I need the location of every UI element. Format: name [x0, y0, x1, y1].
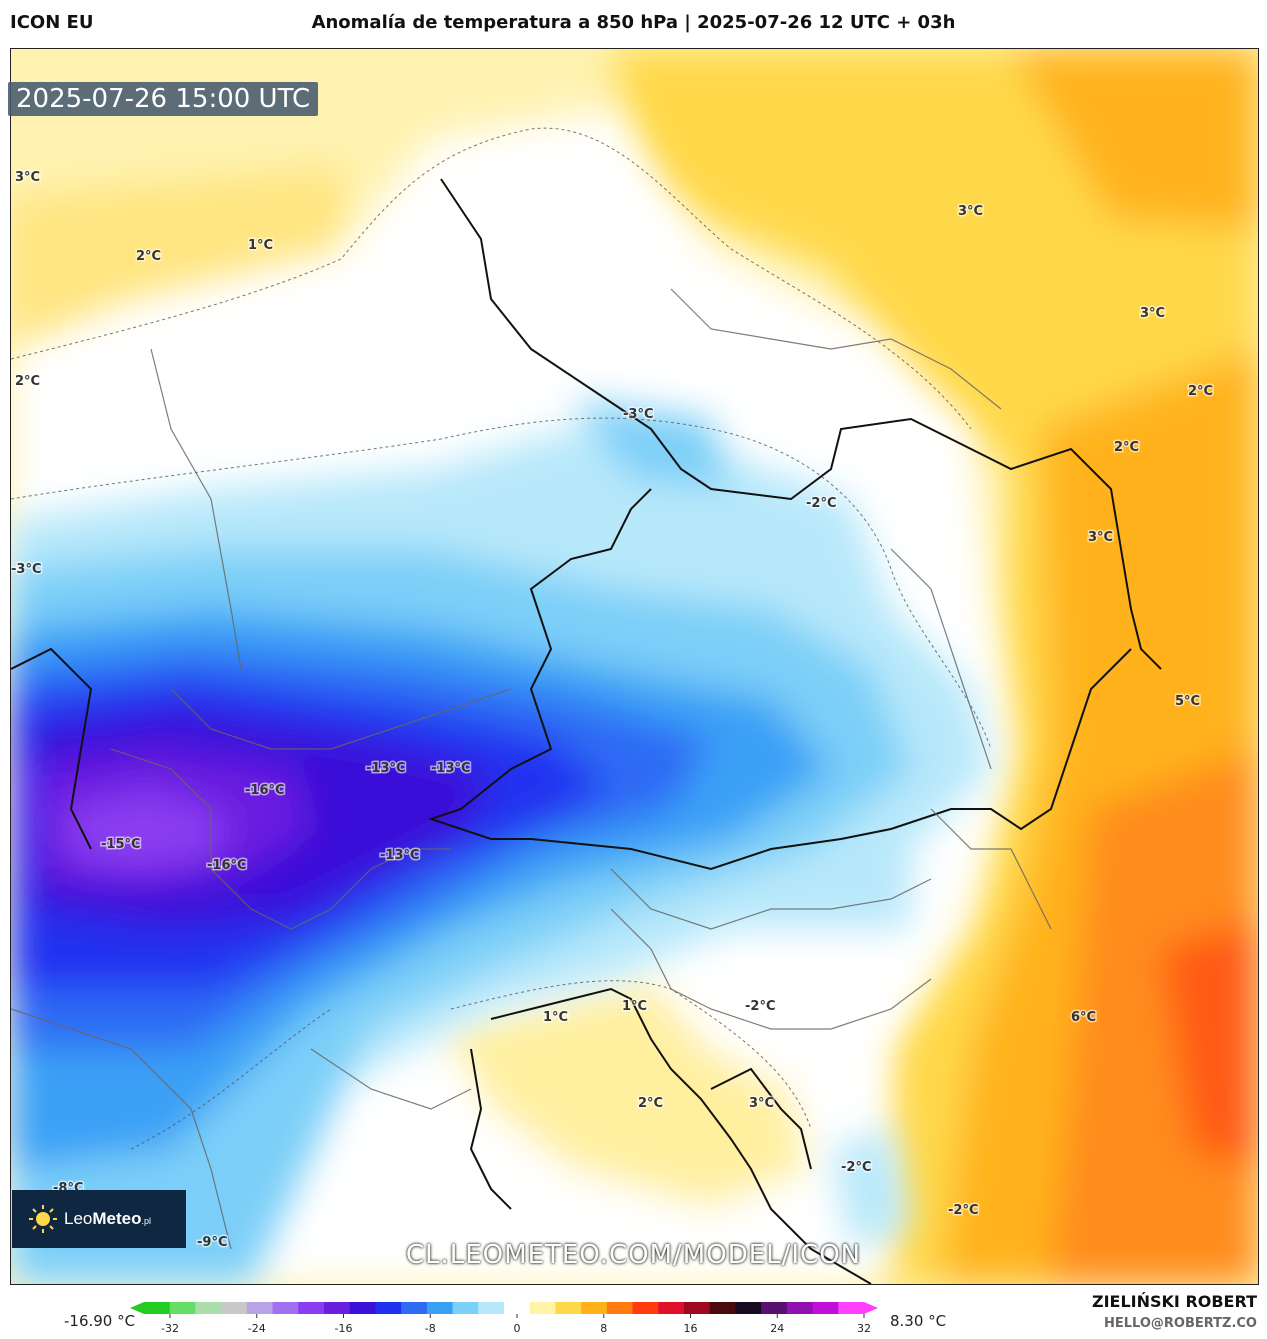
- isotherm-label: -2°C: [841, 1160, 871, 1175]
- isotherm-label: 2°C: [136, 249, 161, 264]
- colorbar-segment: [426, 1302, 454, 1314]
- colorbar-min-extension: [130, 1302, 144, 1314]
- isotherm-label: -16°C: [245, 783, 285, 798]
- isotherm-label: -3°C: [11, 562, 41, 577]
- isotherm-label: 2°C: [15, 374, 40, 389]
- colorbar-segment: [478, 1302, 505, 1314]
- map-canvas: 3°C 2°C 1°C 2°C 3°C 3°C 2°C 2°C -3°C -2°C 3°C -3°C 5…: [11, 49, 1258, 1284]
- colorbar-segment: [658, 1302, 685, 1314]
- isotherm-label: -16°C: [207, 858, 247, 873]
- colorbar-tick-label: 0: [514, 1322, 521, 1335]
- colorbar-segment: [838, 1302, 865, 1314]
- colorbar-segment: [246, 1302, 274, 1314]
- legend-min-value: -16.90 °C: [64, 1312, 136, 1330]
- colorbar-segment: [349, 1302, 376, 1314]
- isotherm-label: 2°C: [638, 1096, 663, 1111]
- colorbar-segment: [632, 1302, 659, 1314]
- colorbar-segment: [555, 1302, 582, 1314]
- isotherm-label: 1°C: [543, 1010, 568, 1025]
- colorbar-segment: [195, 1302, 222, 1314]
- colorbar-segment: [504, 1302, 531, 1314]
- isotherm-label: 5°C: [1175, 694, 1200, 709]
- colorbar-tick-label: 16: [684, 1322, 698, 1335]
- temperature-anomaly-map[interactable]: 3°C 2°C 1°C 2°C 3°C 3°C 2°C 2°C -3°C -2°C 3°C -3°C 5…: [10, 48, 1259, 1285]
- colorbar-tick-label: -32: [161, 1322, 179, 1335]
- isotherm-label: -9°C: [197, 1235, 227, 1250]
- isotherm-label: -13°C: [380, 848, 420, 863]
- cold-anomaly-field: [11, 399, 991, 1284]
- colorbar-segment: [735, 1302, 762, 1314]
- isotherm-label: -2°C: [806, 496, 836, 511]
- colorbar-segment: [221, 1302, 248, 1314]
- colorbar-segment: [684, 1302, 711, 1314]
- colorbar-segment: [452, 1302, 479, 1314]
- colorbar-tick-label: -16: [335, 1322, 353, 1335]
- isotherm-label: 6°C: [1071, 1010, 1096, 1025]
- country-borders: [11, 178, 1162, 1284]
- isotherm-label: 3°C: [958, 204, 983, 219]
- colorbar-segment: [761, 1302, 788, 1314]
- isotherm-label: 2°C: [1188, 384, 1213, 399]
- leometeo-logo[interactable]: LeoMeteo.pl: [12, 1190, 186, 1248]
- colorbar-tick-label: 32: [857, 1322, 871, 1335]
- colorbar-segment: [606, 1302, 634, 1314]
- source-watermark: CL.LEOMETEO.COM/MODEL/ICON: [405, 1240, 862, 1270]
- colorbar-segment: [581, 1302, 608, 1314]
- isotherm-label: -13°C: [431, 761, 471, 776]
- isotherm-label: 3°C: [749, 1096, 774, 1111]
- isotherm-label: -2°C: [948, 1203, 978, 1218]
- colorbar: -32 -24 -16 -8 0 8 16 24 32: [130, 1302, 878, 1335]
- colorbar-segment: [709, 1302, 736, 1314]
- colorbar-tick-label: -8: [425, 1322, 436, 1335]
- map-title: Anomalía de temperatura a 850 hPa | 2025…: [311, 12, 956, 33]
- valid-time-badge: 2025-07-26 15:00 UTC: [8, 82, 319, 116]
- colorbar-segment: [401, 1302, 428, 1314]
- colorbar-segment: [144, 1302, 171, 1314]
- isotherm-label: 3°C: [15, 170, 40, 185]
- author-name: ZIELIŃSKI ROBERT: [1091, 1292, 1257, 1311]
- region-borders: [11, 288, 1052, 1250]
- colorbar-tick-label: 8: [600, 1322, 607, 1335]
- isotherm-label: -15°C: [101, 837, 141, 852]
- colorbar-segment: [272, 1302, 299, 1314]
- isotherm-label: -2°C: [745, 999, 775, 1014]
- sun-icon: [29, 1205, 57, 1233]
- colorbar-segment: [324, 1302, 351, 1314]
- isotherm-label: 1°C: [622, 999, 647, 1014]
- logo-text: LeoMeteo.pl: [64, 1209, 152, 1228]
- colorbar-segment: [375, 1302, 402, 1314]
- isotherm-label: -13°C: [366, 761, 406, 776]
- isotherm-label: 3°C: [1088, 530, 1113, 545]
- colorbar-segment: [529, 1302, 556, 1314]
- colorbar-tick-label: 24: [770, 1322, 784, 1335]
- author-contact[interactable]: HELLO@ROBERTZ.CO: [1103, 1316, 1257, 1331]
- isotherm-label: -3°C: [623, 407, 653, 422]
- colorbar-segment: [812, 1302, 839, 1314]
- colorbar-max-extension: [864, 1302, 878, 1314]
- isotherm-label: 3°C: [1140, 306, 1165, 321]
- colorbar-tick-label: -24: [248, 1322, 266, 1335]
- colorbar-segment: [169, 1302, 196, 1314]
- colorbar-segment: [298, 1302, 325, 1314]
- model-name: ICON EU: [10, 12, 94, 33]
- isotherm-label: 1°C: [248, 238, 273, 253]
- colorbar-segment: [786, 1302, 814, 1314]
- isotherm-label: 2°C: [1114, 440, 1139, 455]
- legend-max-value: 8.30 °C: [890, 1312, 947, 1330]
